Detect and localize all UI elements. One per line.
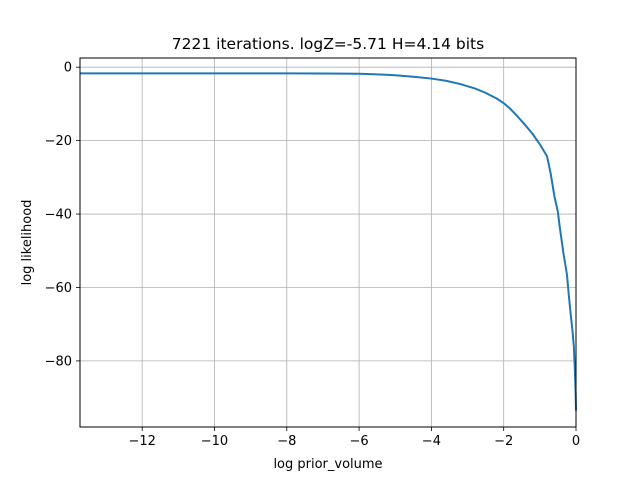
series-layer [80,72,577,411]
plot-frame [79,57,577,428]
y-axis-label: log likelihood [20,200,35,286]
x-tick-label: −12 [128,434,155,449]
x-tick-label: −6 [350,434,369,449]
series-line [80,72,577,411]
y-tick-label: −80 [45,354,72,369]
x-axis-label: log prior_volume [273,457,382,472]
x-tick-label: −4 [422,434,441,449]
x-tick-label: −2 [494,434,513,449]
x-tick-label: −8 [277,434,296,449]
chart-title: 7221 iterations. logZ=-5.71 H=4.14 bits [172,35,484,53]
ticks-layer: −12 −10 −8 −6 −4 −2 00−20−40−60−80 [45,61,581,449]
x-tick-label: −10 [201,434,228,449]
y-tick-label: −40 [45,208,72,223]
y-tick-label: −60 [45,281,72,296]
y-tick-label: 0 [64,61,72,76]
grid-layer [80,58,577,427]
y-tick-label: −20 [45,134,72,149]
x-tick-label: 0 [572,434,580,449]
